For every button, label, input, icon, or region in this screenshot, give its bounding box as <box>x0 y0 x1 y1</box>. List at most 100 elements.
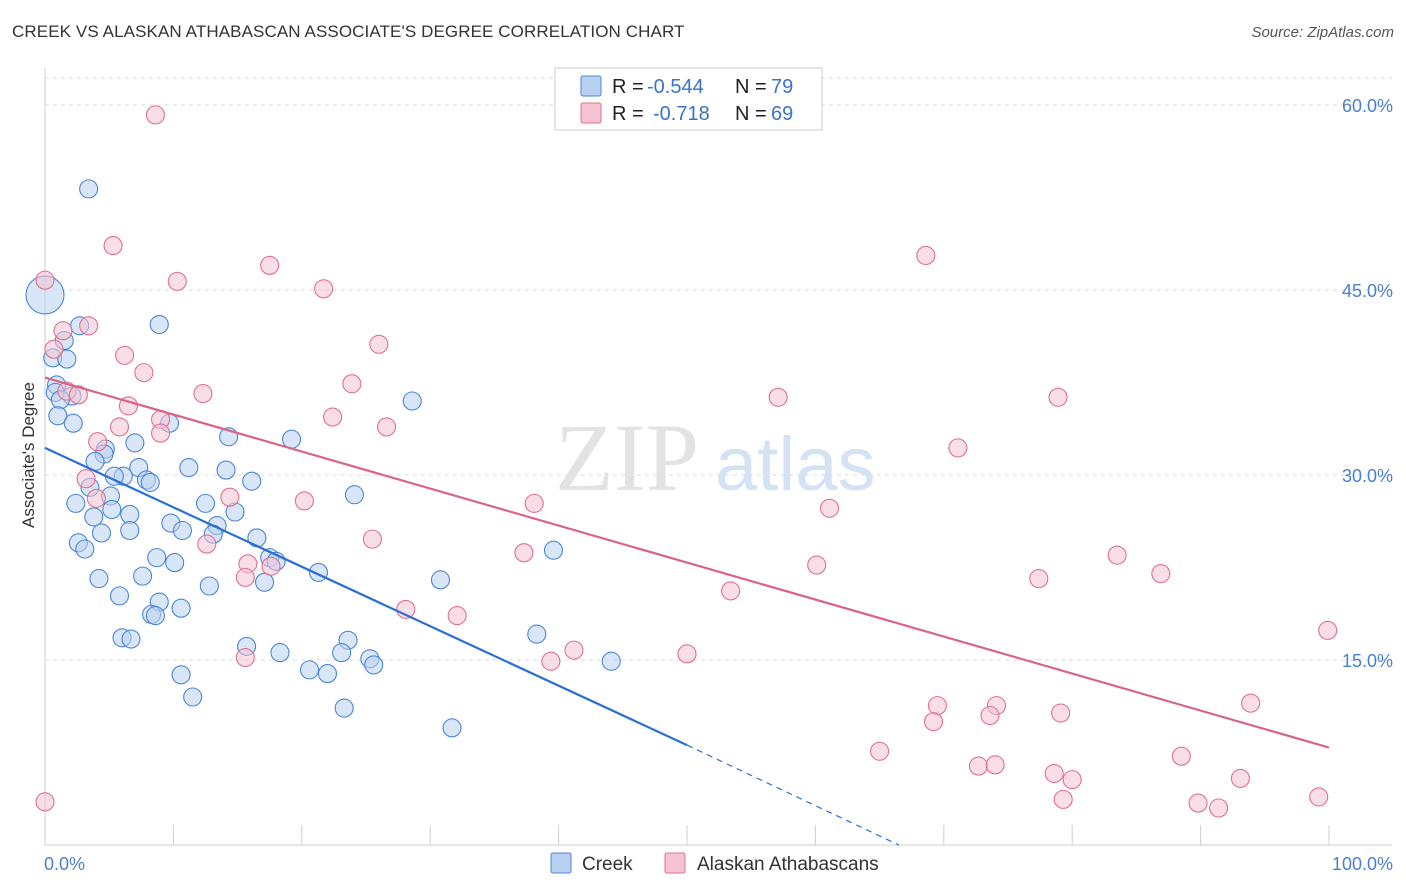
data-point <box>79 316 99 336</box>
y-tick-label: 15.0% <box>1342 651 1393 671</box>
data-point <box>48 406 68 426</box>
creek-trend-line <box>44 446 688 747</box>
legend-box: R = -0.544 N = 79 R = -0.718 N = 69 <box>554 67 823 131</box>
data-point <box>140 472 160 492</box>
data-point <box>103 236 123 256</box>
data-point <box>235 567 255 587</box>
data-point <box>564 640 584 660</box>
data-point <box>1062 770 1082 790</box>
chart-title: CREEK VS ALASKAN ATHABASCAN ASSOCIATE'S … <box>12 22 685 41</box>
data-point <box>149 314 169 335</box>
data-point <box>165 553 185 573</box>
data-point <box>314 279 334 299</box>
data-point <box>216 460 236 480</box>
data-point <box>927 696 947 716</box>
data-point <box>235 647 255 668</box>
legend-creek-r-label: R = <box>612 76 644 98</box>
data-point <box>121 629 141 649</box>
data-point <box>948 438 968 458</box>
data-point <box>35 792 55 812</box>
data-point <box>768 387 788 407</box>
data-point <box>76 469 96 489</box>
data-point <box>514 543 534 563</box>
data-point <box>151 423 171 443</box>
data-point <box>968 756 989 776</box>
data-point <box>601 651 621 671</box>
data-point <box>541 651 561 671</box>
data-point <box>1044 763 1064 784</box>
legend-creek-n-label: N = <box>735 76 767 98</box>
data-point <box>819 498 840 518</box>
data-point <box>199 576 219 596</box>
data-point <box>220 487 240 507</box>
watermark-zip: ZIP <box>555 404 699 511</box>
data-point <box>317 664 338 684</box>
data-point <box>75 539 95 559</box>
data-point <box>1051 703 1071 723</box>
data-point <box>79 179 99 199</box>
athabascan-points <box>35 105 1338 818</box>
data-point <box>1241 693 1261 713</box>
y-tick-label: 30.0% <box>1342 466 1393 486</box>
data-point <box>145 606 165 626</box>
data-point <box>167 271 187 291</box>
legend-athabascan-n-value: 69 <box>771 103 793 125</box>
data-point <box>447 606 467 626</box>
data-point <box>261 556 281 576</box>
data-point <box>323 407 343 427</box>
x-tick-label-max: 100.0% <box>1332 854 1393 874</box>
bottom-legend: Creek Alaskan Athabascans <box>550 852 879 875</box>
data-point <box>57 349 77 369</box>
data-point <box>294 491 314 511</box>
data-point <box>133 566 153 586</box>
data-point <box>89 569 109 589</box>
legend-athabascan-r-value: -0.718 <box>653 103 710 125</box>
data-point <box>870 741 890 761</box>
data-point <box>242 471 262 491</box>
watermark: ZIP atlas <box>555 404 876 511</box>
data-point <box>270 643 290 663</box>
data-point <box>53 321 73 341</box>
watermark-atlas: atlas <box>715 422 876 507</box>
x-tick-labels: 0.0% 100.0% <box>44 854 1393 874</box>
data-point <box>255 572 275 592</box>
bottom-legend-athabascan-label: Alaskan Athabascans <box>697 854 879 875</box>
data-point <box>193 384 213 404</box>
legend-athabascan-n-label: N = <box>735 103 767 125</box>
data-point <box>63 413 83 433</box>
data-point <box>543 540 564 560</box>
data-point <box>183 687 203 707</box>
bottom-legend-athabascan-swatch <box>664 852 686 874</box>
x-tick-label-min: 0.0% <box>44 854 85 874</box>
data-point <box>807 555 827 575</box>
data-point <box>1188 793 1208 813</box>
data-point <box>527 624 547 644</box>
data-point <box>179 458 199 478</box>
data-point <box>721 581 741 601</box>
data-point <box>147 548 167 568</box>
data-point <box>35 270 55 290</box>
data-point <box>134 363 154 383</box>
data-point <box>916 245 936 266</box>
data-point <box>677 644 697 664</box>
data-point <box>1209 798 1229 818</box>
data-point <box>1107 545 1127 565</box>
data-point <box>88 432 108 452</box>
data-point <box>1048 387 1068 407</box>
data-point <box>120 520 140 541</box>
data-point <box>376 417 397 437</box>
axes <box>44 68 1392 846</box>
legend-creek-r-value: -0.544 <box>647 76 704 98</box>
data-point <box>524 493 544 513</box>
y-axis-title: Associate's Degree <box>19 382 38 528</box>
data-point <box>115 345 135 365</box>
data-point <box>402 391 422 411</box>
data-point <box>68 385 88 405</box>
data-point <box>1171 746 1191 766</box>
data-point <box>281 429 302 449</box>
creek-trend-extension <box>686 744 900 846</box>
bottom-legend-creek-swatch <box>550 852 572 874</box>
legend-athabascan-r-label: R = <box>612 103 644 125</box>
legend-creek-swatch <box>580 75 602 97</box>
